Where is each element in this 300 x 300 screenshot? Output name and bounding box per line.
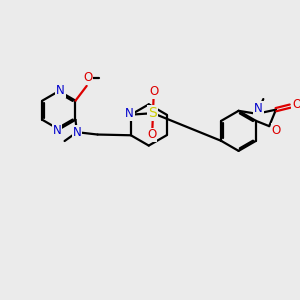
Text: O: O bbox=[147, 128, 156, 142]
Text: N: N bbox=[254, 102, 263, 115]
Text: S: S bbox=[148, 106, 157, 120]
Text: N: N bbox=[125, 107, 134, 120]
Text: N: N bbox=[56, 84, 65, 97]
Text: N: N bbox=[73, 126, 81, 139]
Text: O: O bbox=[272, 124, 281, 137]
Text: O: O bbox=[150, 85, 159, 98]
Text: O: O bbox=[83, 71, 92, 84]
Text: O: O bbox=[292, 98, 300, 111]
Text: N: N bbox=[53, 124, 62, 137]
